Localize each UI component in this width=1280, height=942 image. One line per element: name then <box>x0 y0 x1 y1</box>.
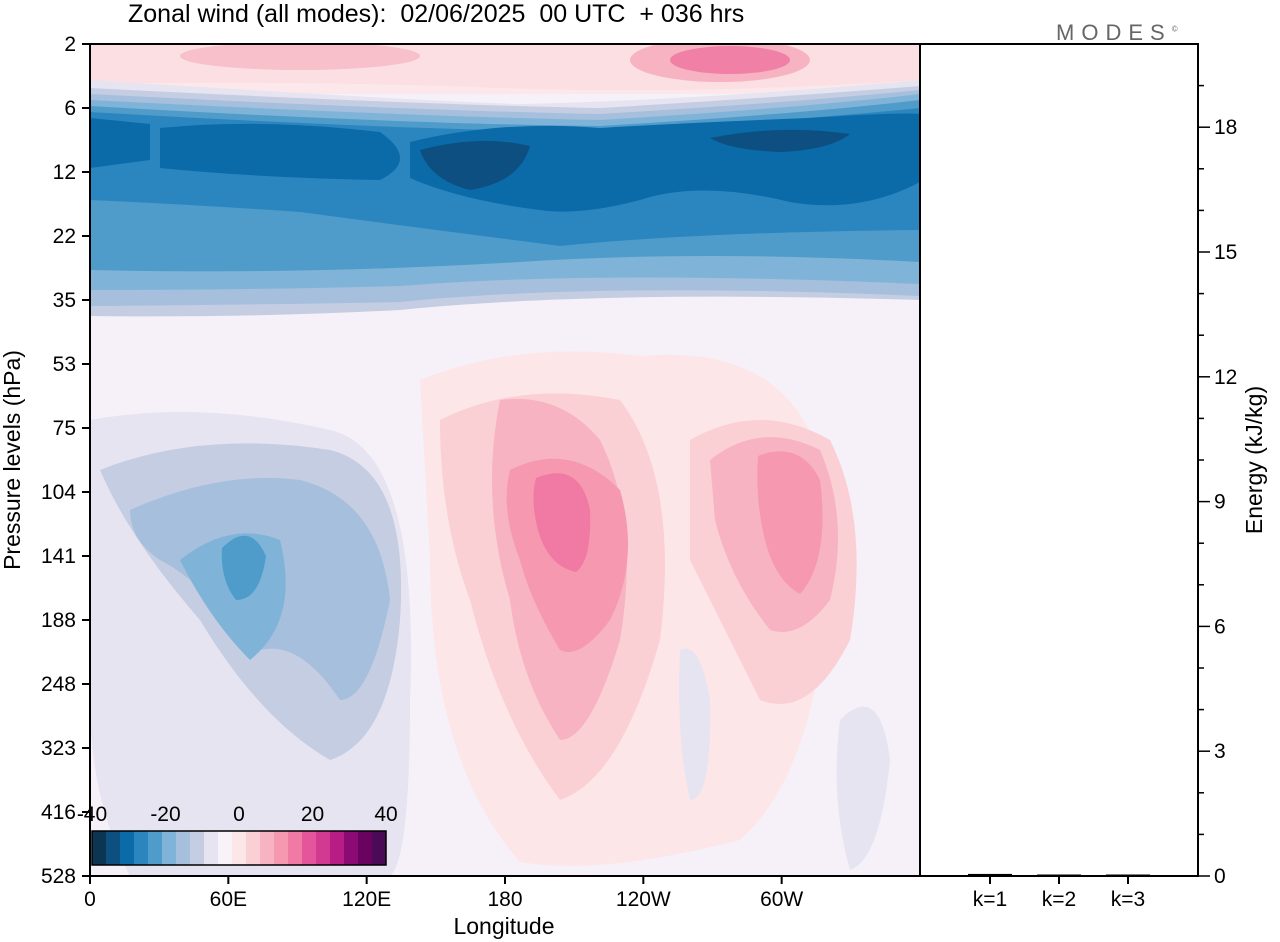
colorbar-swatch <box>134 831 149 865</box>
colorbar-swatch <box>148 831 163 865</box>
colorbar-label: -20 <box>150 803 180 826</box>
heatmap-panel: 0 60E 120E 180 120W 60W 2 6 12 22 35 53 75 104 141 188… <box>0 33 921 939</box>
colorbar-swatch <box>106 831 121 865</box>
x-tick-label: 0 <box>84 888 96 911</box>
colorbar-label: 40 <box>374 803 397 826</box>
colorbar-frame <box>91 830 387 866</box>
y-tick-label: 6 <box>64 97 76 120</box>
y-tick-label: 188 <box>41 609 76 632</box>
colorbar-swatch <box>204 831 219 865</box>
colorbar-swatch <box>358 831 373 865</box>
y-tick-label: 35 <box>53 289 76 312</box>
colorbar-swatch <box>274 831 289 865</box>
colorbar-swatch <box>330 831 345 865</box>
colorbar-label: 0 <box>233 803 245 826</box>
colorbar-swatch <box>232 831 247 865</box>
colorbar-swatch <box>246 831 261 865</box>
energy-panel: k=1 k=2 k=3 0 3 6 9 12 15 18 Energy (kJ/kg) <box>919 43 1267 911</box>
x-axis: 0 60E 120E 180 120W 60W <box>84 876 803 911</box>
colorbar-swatch <box>260 831 275 865</box>
energy-category-label: k=2 <box>1042 888 1076 911</box>
energy-tick-label: 3 <box>1214 740 1226 763</box>
y-tick-label: 248 <box>41 673 76 696</box>
y-tick-label: 2 <box>64 33 76 56</box>
x-tick-label: 60E <box>210 888 247 911</box>
x-axis-title: Longitude <box>453 913 554 939</box>
copyright-mark: © <box>1171 24 1178 34</box>
colorbar-swatch <box>372 831 387 865</box>
colorbar-label: -40 <box>77 803 107 826</box>
y-tick-label: 12 <box>53 161 76 184</box>
colorbar-swatch <box>120 831 135 865</box>
energy-tick-label: 0 <box>1214 865 1226 888</box>
y-tick-label: 416 <box>41 801 76 824</box>
colorbar: -40 -20 0 20 40 <box>77 803 398 866</box>
y-tick-label: 53 <box>53 353 76 376</box>
energy-tick-label: 18 <box>1214 116 1237 139</box>
logo-text: MODES <box>1056 20 1172 45</box>
energy-tick-label: 15 <box>1214 241 1237 264</box>
colorbar-swatch <box>162 831 177 865</box>
y-tick-label: 22 <box>53 225 76 248</box>
colorbar-swatch <box>92 831 107 865</box>
colorbar-swatch <box>288 831 303 865</box>
energy-tick-label: 12 <box>1214 366 1237 389</box>
colorbar-swatch <box>218 831 233 865</box>
x-tick-label: 180 <box>487 888 522 911</box>
colorbar-swatch <box>316 831 331 865</box>
y-tick-label: 141 <box>41 545 76 568</box>
energy-bar <box>968 873 1012 876</box>
energy-category-label: k=1 <box>973 888 1007 911</box>
x-tick-label: 60W <box>760 888 803 911</box>
y-axis-title: Pressure levels (hPa) <box>0 350 25 570</box>
modes-logo: MODES© <box>1056 20 1178 46</box>
colorbar-swatch <box>176 831 191 865</box>
y-tick-label: 323 <box>41 737 76 760</box>
x-tick-label: 120W <box>616 888 671 911</box>
colorbar-swatch <box>344 831 359 865</box>
energy-bar <box>1106 874 1150 876</box>
x-tick-label: 120E <box>342 888 391 911</box>
y-tick-label: 75 <box>53 417 76 440</box>
y-axis: 2 6 12 22 35 53 75 104 141 188 248 323 416 528 <box>41 33 90 888</box>
y-tick-label: 528 <box>41 865 76 888</box>
energy-bars: k=1 k=2 k=3 <box>968 873 1150 911</box>
colorbar-swatch <box>190 831 205 865</box>
heatmap-field <box>90 44 920 876</box>
energy-tick-label: 9 <box>1214 491 1226 514</box>
y-tick-label: 104 <box>41 481 76 504</box>
energy-axis-title: Energy (kJ/kg) <box>1241 386 1267 534</box>
energy-axis: 0 3 6 9 12 15 18 <box>1198 84 1237 888</box>
chart-title: Zonal wind (all modes): 02/06/2025 00 UT… <box>128 0 745 28</box>
energy-category-label: k=3 <box>1111 888 1145 911</box>
energy-tick-label: 6 <box>1214 615 1226 638</box>
colorbar-swatch <box>302 831 317 865</box>
energy-bar <box>1037 874 1081 876</box>
colorbar-label: 20 <box>301 803 324 826</box>
